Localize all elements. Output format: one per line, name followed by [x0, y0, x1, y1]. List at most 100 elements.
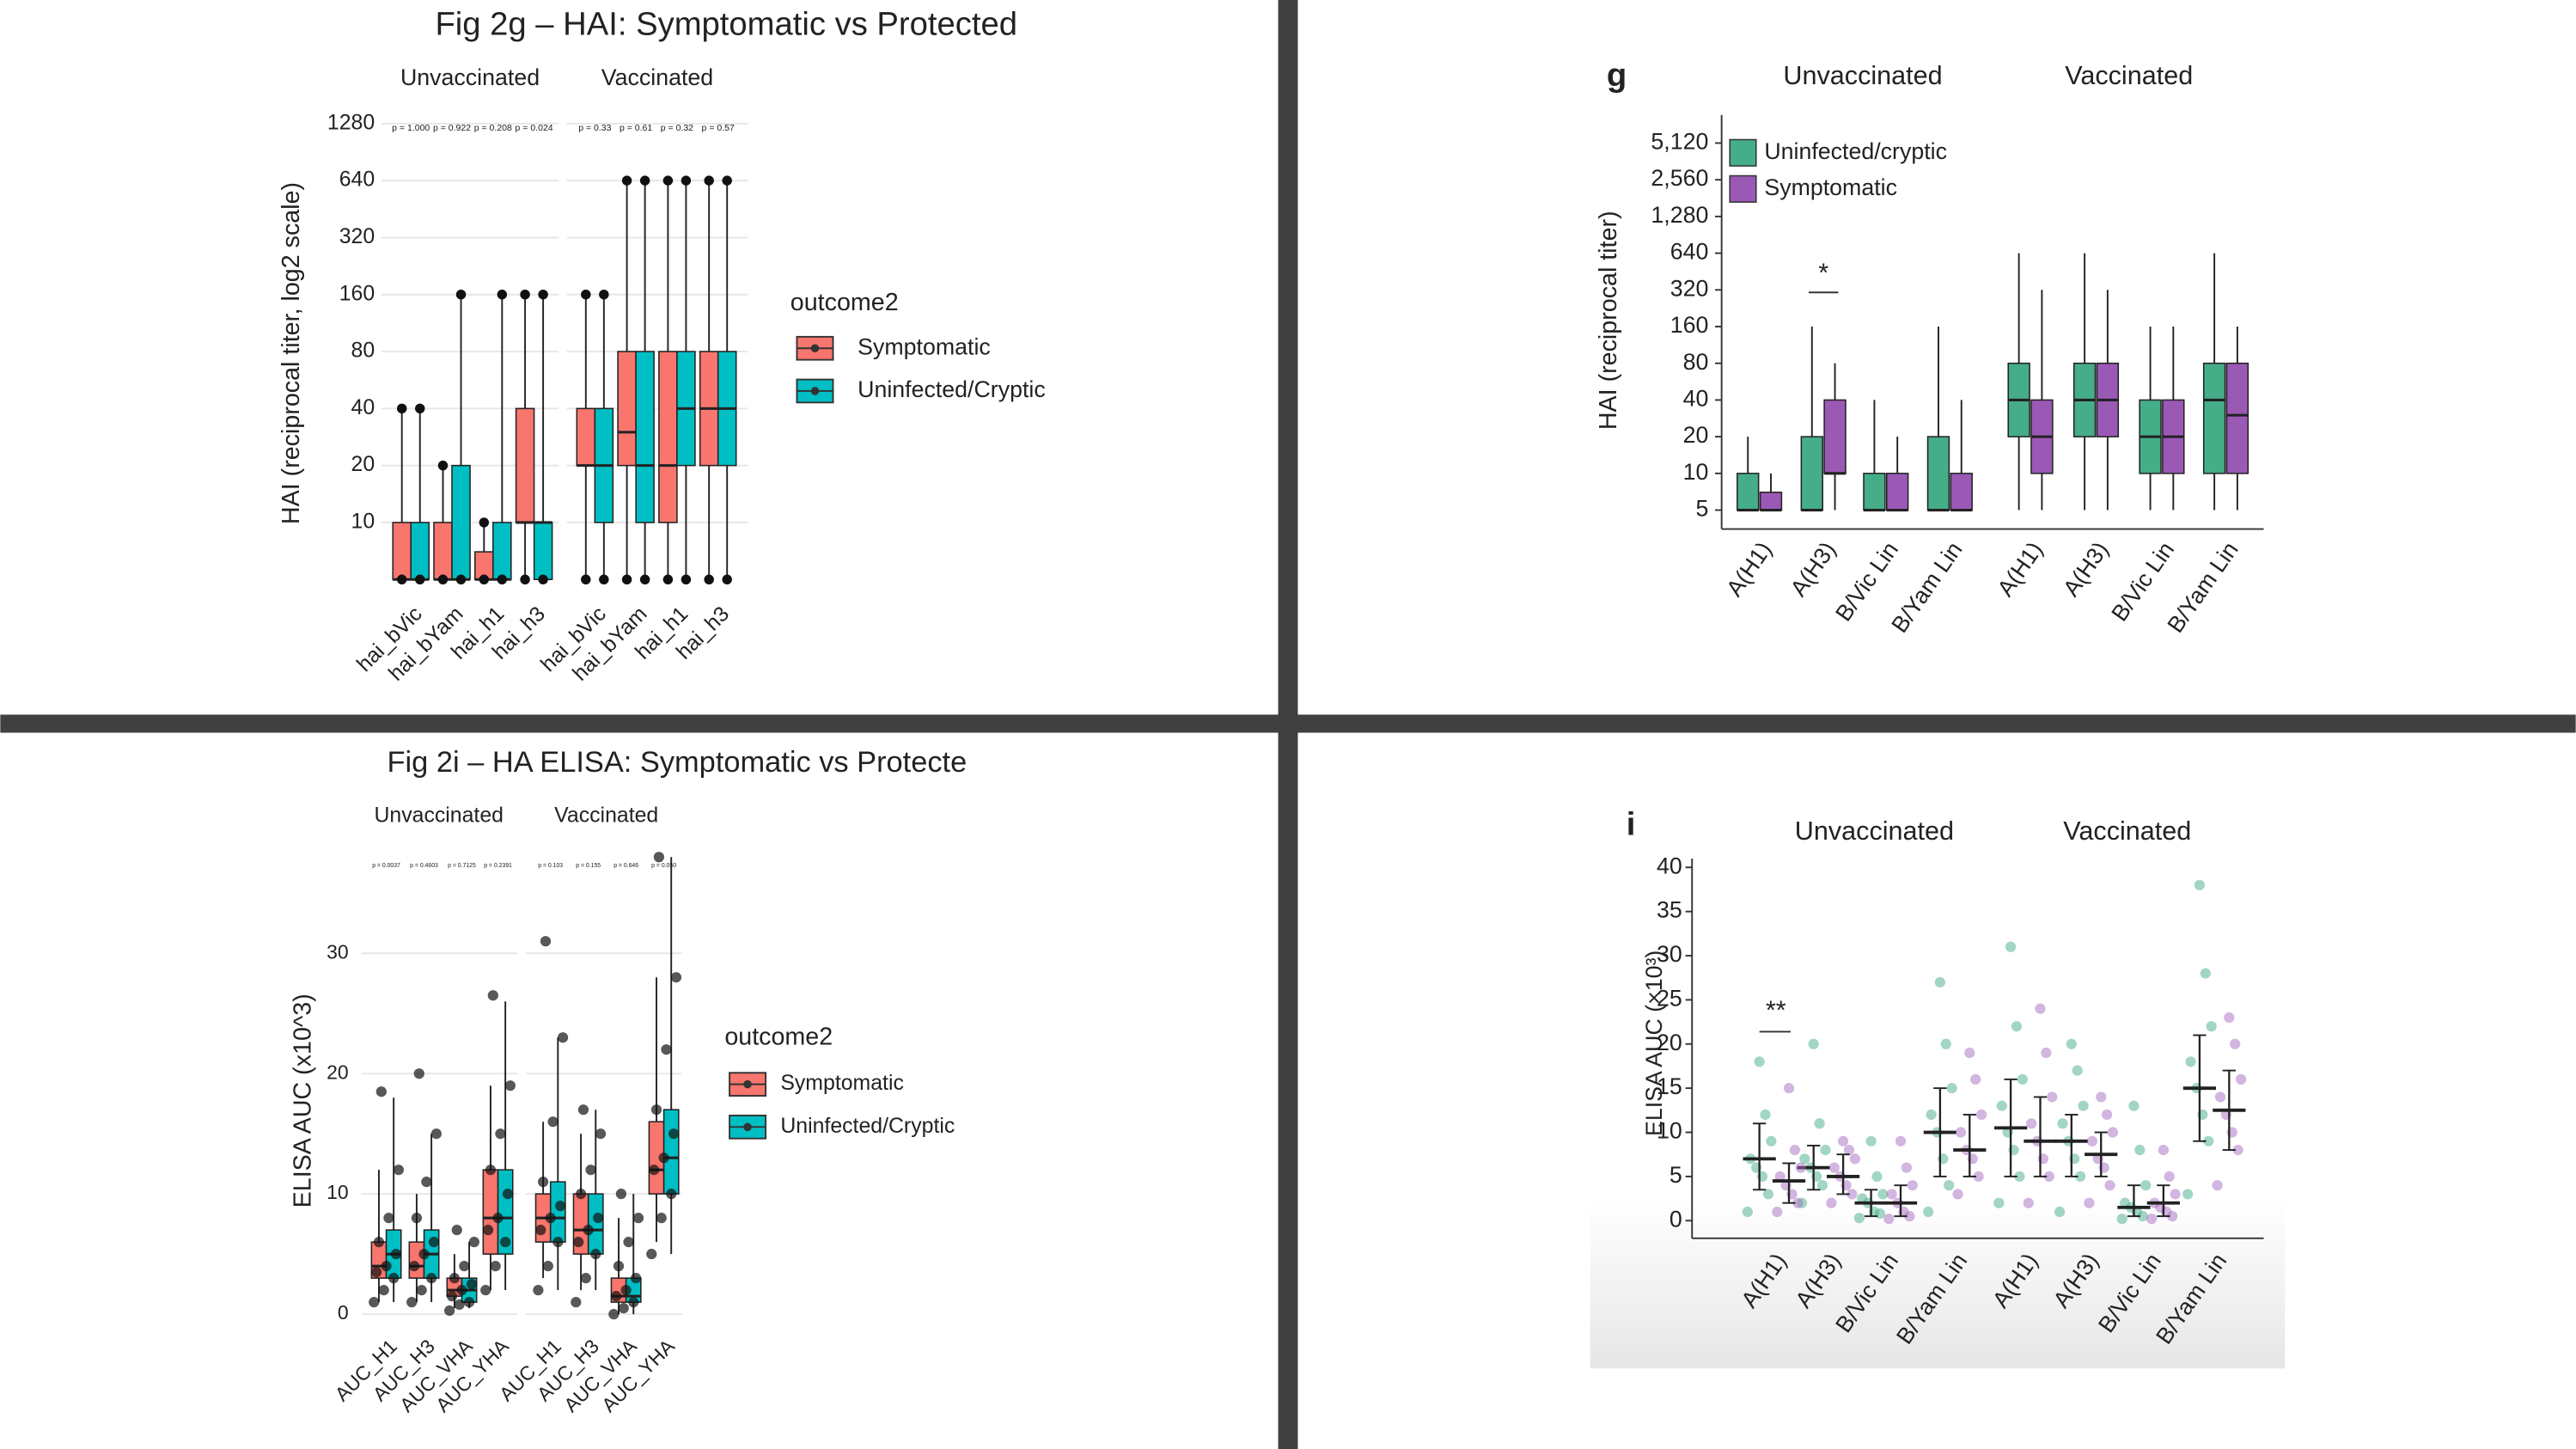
point: [2120, 1197, 2131, 1208]
point: [538, 574, 548, 584]
p-value-label: p = 0.024: [516, 123, 553, 133]
point: [1926, 1109, 1937, 1121]
box: [1886, 473, 1909, 511]
point: [2035, 1003, 2046, 1014]
point: [2214, 1091, 2226, 1103]
y-tick-label: 40: [351, 396, 375, 419]
facet-label: Unvaccinated: [1783, 61, 1942, 90]
point: [2200, 968, 2211, 979]
point: [2041, 1047, 2052, 1059]
point: [1970, 1073, 1981, 1085]
point: [552, 1237, 564, 1248]
point: [704, 574, 714, 584]
y-tick-label: 20: [351, 453, 375, 476]
facet-label: Unvaccinated: [400, 64, 540, 90]
y-axis-label: HAI (reciprocal titer): [1595, 211, 1622, 430]
point: [2194, 879, 2206, 890]
point: [1865, 1135, 1877, 1146]
y-tick-label: 160: [339, 282, 375, 305]
legend-label: Symptomatic: [780, 1072, 904, 1095]
point: [649, 1165, 660, 1176]
legend-title: outcome2: [791, 289, 899, 316]
point: [2075, 1171, 2086, 1183]
point: [375, 1086, 387, 1097]
point: [2023, 1197, 2034, 1208]
point: [555, 1201, 566, 1212]
box: [1950, 473, 1973, 511]
box: [433, 522, 453, 581]
panel-background: [1590, 804, 2286, 1369]
p-value-label: p = 0.32: [661, 123, 693, 133]
point: [2005, 941, 2017, 952]
point: [613, 1261, 625, 1272]
point: [428, 1237, 440, 1248]
point: [580, 1273, 591, 1284]
y-tick-label: 1280: [327, 111, 375, 134]
point: [2086, 1135, 2098, 1146]
p-value-label: p = 0.103: [538, 863, 563, 869]
point: [1816, 1180, 1828, 1191]
point: [1774, 1171, 1785, 1183]
y-tick-label: 20: [327, 1061, 349, 1083]
point: [2084, 1197, 2095, 1208]
point: [668, 1128, 680, 1140]
point: [1857, 1193, 1868, 1204]
point: [581, 574, 591, 584]
point: [2206, 1021, 2217, 1032]
box: [515, 407, 535, 523]
legend-key: [1729, 138, 1757, 167]
point: [658, 1152, 669, 1164]
y-tick-label: 35: [1657, 897, 1682, 923]
point: [538, 290, 548, 300]
legend-label: Uninfected/cryptic: [1764, 138, 1947, 164]
y-tick-label: 1,280: [1651, 202, 1708, 228]
y-tick-label: 10: [1683, 459, 1709, 485]
point: [495, 1128, 506, 1140]
y-axis-label: HAI (reciprocal titer, log2 scale): [278, 182, 305, 524]
y-tick-label: 20: [1683, 422, 1709, 448]
significance-label: **: [1766, 996, 1786, 1025]
point: [485, 1165, 497, 1176]
point: [1742, 1206, 1753, 1218]
point: [581, 290, 591, 300]
point: [2072, 1065, 2083, 1076]
point: [583, 1225, 594, 1236]
point: [482, 1225, 494, 1236]
point: [2128, 1100, 2140, 1111]
point: [383, 1213, 394, 1224]
p-value-label: p = 0.4603: [410, 863, 438, 869]
point: [459, 1261, 470, 1272]
point: [628, 1297, 639, 1308]
y-tick-label: 25: [1657, 985, 1682, 1011]
point: [2134, 1144, 2146, 1156]
point: [2164, 1171, 2175, 1183]
point: [608, 1309, 620, 1320]
y-tick-label: 5: [1670, 1162, 1682, 1188]
y-tick-label: 10: [327, 1181, 349, 1203]
point: [2011, 1021, 2023, 1032]
y-tick-label: 30: [327, 940, 349, 963]
point: [2235, 1073, 2247, 1085]
point: [1762, 1189, 1774, 1200]
box: [1863, 473, 1886, 511]
box: [408, 1241, 425, 1279]
y-tick-label: 5: [1695, 496, 1708, 522]
point: [2158, 1144, 2169, 1156]
point: [2230, 1038, 2241, 1049]
point: [396, 574, 407, 584]
box: [1823, 399, 1847, 474]
facet-label: Vaccinated: [554, 804, 658, 828]
point: [502, 1189, 514, 1200]
y-tick-label: 40: [1657, 853, 1682, 878]
point: [497, 574, 508, 584]
y-tick-label: 0: [338, 1301, 349, 1324]
point: [533, 1285, 544, 1296]
point: [2212, 1180, 2223, 1191]
point: [2185, 1056, 2196, 1067]
point: [388, 1273, 400, 1284]
point: [557, 1032, 569, 1043]
box: [617, 351, 637, 467]
point: [1772, 1206, 1783, 1218]
point: [421, 1177, 432, 1188]
